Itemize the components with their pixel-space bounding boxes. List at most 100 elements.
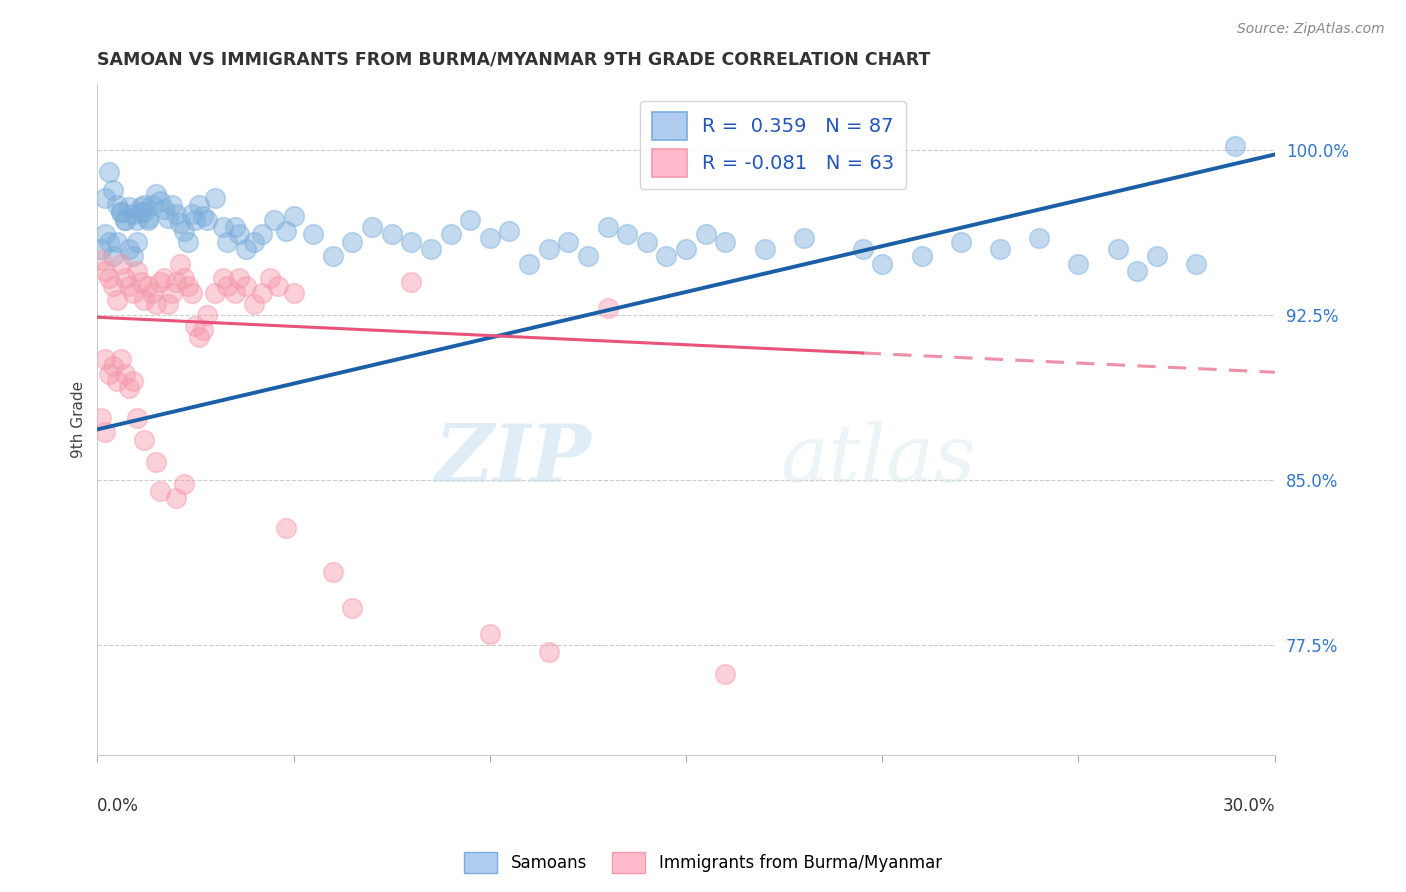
Point [134, 434, 156, 448]
Point [243, 235, 266, 250]
Point [478, 627, 501, 641]
Point [243, 297, 266, 311]
Point [105, 293, 128, 307]
Point [498, 224, 520, 238]
Point [134, 204, 156, 219]
Point [870, 257, 893, 271]
Point [215, 235, 238, 250]
Point [714, 666, 737, 681]
Point [118, 242, 141, 256]
Point [616, 227, 638, 241]
Point [215, 279, 238, 293]
Point [988, 242, 1011, 256]
Point [160, 286, 183, 301]
Point [188, 198, 211, 212]
Point [110, 204, 132, 219]
Point [195, 213, 218, 227]
Point [1107, 242, 1129, 256]
Point [537, 242, 560, 256]
Point [675, 242, 697, 256]
Point [149, 275, 172, 289]
Point [204, 286, 226, 301]
Point [138, 211, 160, 226]
Point [283, 286, 305, 301]
Point [235, 242, 257, 256]
Point [173, 270, 195, 285]
Point [636, 235, 658, 250]
Point [188, 330, 211, 344]
Point [149, 194, 172, 208]
Point [537, 644, 560, 658]
Point [576, 249, 599, 263]
Point [153, 270, 176, 285]
Text: 30.0%: 30.0% [1222, 797, 1275, 814]
Point [145, 187, 167, 202]
Point [1028, 231, 1050, 245]
Point [141, 286, 163, 301]
Point [105, 374, 128, 388]
Point [250, 227, 273, 241]
Point [149, 483, 172, 498]
Point [195, 308, 218, 322]
Point [322, 566, 344, 580]
Point [596, 301, 619, 316]
Point [165, 207, 187, 221]
Point [176, 235, 198, 250]
Point [176, 279, 198, 293]
Text: 0.0%: 0.0% [97, 797, 139, 814]
Point [169, 216, 191, 230]
Point [156, 297, 179, 311]
Y-axis label: 9th Grade: 9th Grade [72, 381, 86, 458]
Point [283, 209, 305, 223]
Point [94, 425, 117, 439]
Point [596, 220, 619, 235]
Point [121, 207, 143, 221]
Point [180, 286, 202, 301]
Point [517, 257, 540, 271]
Point [105, 235, 128, 250]
Point [1126, 264, 1149, 278]
Point [263, 213, 285, 227]
Point [714, 235, 737, 250]
Point [212, 220, 235, 235]
Point [118, 381, 141, 395]
Point [94, 227, 117, 241]
Point [125, 411, 148, 425]
Point [184, 319, 207, 334]
Point [259, 270, 281, 285]
Point [98, 270, 121, 285]
Point [165, 275, 187, 289]
Point [1225, 138, 1247, 153]
Point [274, 224, 297, 238]
Point [695, 227, 717, 241]
Point [212, 270, 235, 285]
Point [910, 249, 932, 263]
Point [134, 293, 156, 307]
Point [1067, 257, 1090, 271]
Point [134, 198, 156, 212]
Point [101, 359, 124, 373]
Point [145, 297, 167, 311]
Point [129, 200, 152, 214]
Point [224, 220, 246, 235]
Point [141, 198, 163, 212]
Point [173, 477, 195, 491]
Point [401, 275, 423, 289]
Point [129, 275, 152, 289]
Point [153, 202, 176, 217]
Point [169, 257, 191, 271]
Point [121, 374, 143, 388]
Point [852, 242, 875, 256]
Point [949, 235, 972, 250]
Point [145, 455, 167, 469]
Point [90, 253, 112, 268]
Point [101, 279, 124, 293]
Point [101, 249, 124, 263]
Point [118, 200, 141, 214]
Point [342, 235, 364, 250]
Point [114, 213, 136, 227]
Point [342, 600, 364, 615]
Point [98, 165, 121, 179]
Point [98, 368, 121, 382]
Point [793, 231, 815, 245]
